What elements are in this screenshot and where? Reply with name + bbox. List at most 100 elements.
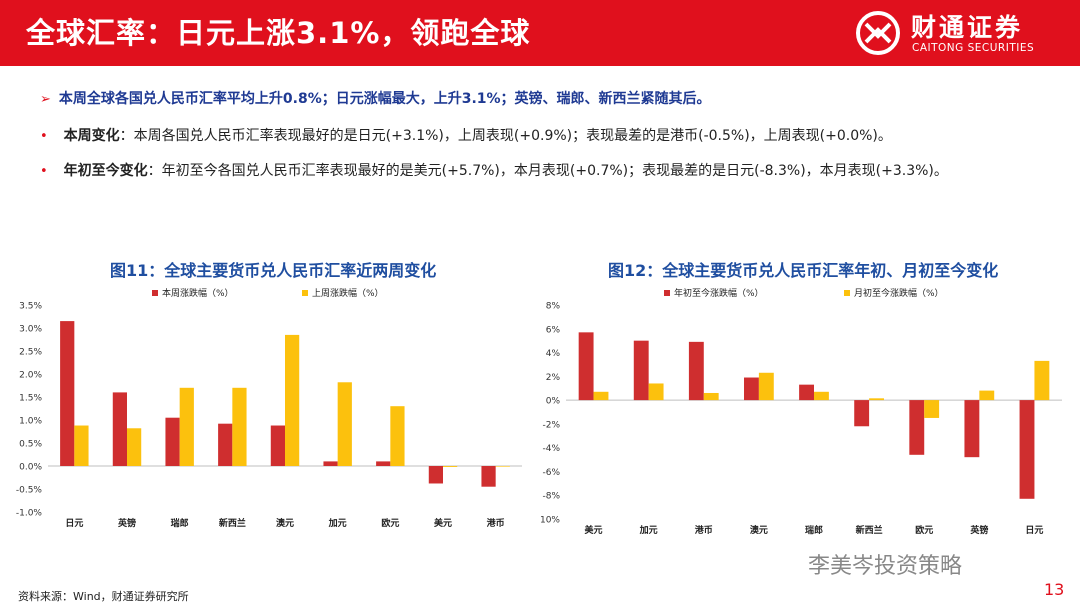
bar-series2 [127,428,142,466]
bar-series1 [909,400,925,455]
bar-series1 [854,400,870,427]
chart1-title: 图11：全球主要货币兑人民币汇率近两周变化 [110,261,437,280]
source-note: 资料来源：Wind，财通证券研究所 [18,590,189,603]
logo-text-cn: 财通证券 [911,13,1024,42]
x-tick-label: 加元 [328,517,347,529]
legend-label: 本周涨跌幅（%） [162,287,234,299]
y-tick-label: 3.5% [19,302,42,312]
bar-series1 [218,423,233,466]
bar-series2 [703,392,719,401]
company-logo: 财通证券 CAITONG SECURITIES [855,6,1065,62]
x-tick-label: 新西兰 [219,517,246,529]
bar-series2 [924,400,940,418]
legend-label: 月初至今涨跌幅（%） [854,287,944,299]
x-tick-label: 瑞郎 [171,517,189,529]
bar-series2 [648,383,664,401]
chart2-ytd-mtd-change: -10% -8% -6% -4% -2% 0% 2% 4% 6% 8% 美元 加元 港币 澳元 瑞郎 新西兰 欧… [540,287,1062,536]
y-tick-label: -4% [542,444,560,454]
x-tick-label: 新西兰 [856,524,883,536]
bar-series1 [376,461,391,466]
legend-swatch [844,290,850,296]
logo-text-en: CAITONG SECURITIES [912,42,1035,54]
dot-bullet-icon: • [40,129,48,144]
bar-series2 [390,406,405,466]
legend-swatch [302,290,308,296]
weekly-bullet: • 本周变化：本周各国兑人民币汇率表现最好的是日元(+3.1%)，上周表现(+0.… [40,125,892,145]
y-tick-label: -8% [542,492,560,502]
x-tick-label: 美元 [434,517,452,529]
ytd-bullet: • 年初至今变化：年初至今各国兑人民币汇率表现最好的是美元(+5.7%)，本月表现… [40,160,948,180]
y-tick-label: 8% [546,302,561,312]
bar-series1 [165,417,180,466]
bar-series2 [443,466,458,467]
bar-series2 [758,372,774,401]
chart1-weekly-change: -1.0% -0.5% 0.0% 0.5% 1.0% 1.5% 2.0% 2.5% 3.0% 3.… [16,287,522,529]
bar-series1 [744,377,759,401]
x-tick-label: 澳元 [276,517,294,529]
y-tick-label: 6% [546,325,561,335]
dot-bullet-icon: • [40,164,48,179]
x-tick-label: 美元 [585,524,603,536]
bar-series2 [1034,360,1050,401]
bar-series1 [428,466,443,484]
bar-series1 [60,321,75,466]
bar-series1 [112,392,127,466]
bar-series1 [1019,400,1035,499]
page-title: 全球汇率：日元上涨3.1%，领跑全球 [26,16,531,50]
bar-series1 [633,340,649,401]
y-tick-label: 2% [546,373,561,383]
bar-series2 [232,387,247,466]
bar-series1 [799,384,814,401]
y-tick-label: 2.0% [19,371,42,381]
y-tick-label: -0.5% [16,486,43,496]
bar-series2 [814,391,829,401]
x-tick-label: 港币 [487,517,505,529]
ytd-label: 年初至今变化 [63,163,148,179]
y-tick-label: 0.5% [19,440,42,450]
y-tick-label: -10% [540,516,560,526]
bar-series1 [323,461,338,466]
bar-series2 [979,390,995,401]
bar-series2 [495,466,510,467]
y-tick-label: 1.0% [19,417,42,427]
x-tick-label: 瑞郎 [805,524,823,536]
y-tick-label: 2.5% [19,348,42,358]
x-tick-label: 英镑 [969,524,988,536]
y-tick-label: 4% [546,349,561,359]
y-tick-label: -1.0% [16,509,43,519]
bar-series2 [285,334,300,466]
y-tick-label: 3.0% [19,325,42,335]
header-bar: 全球汇率：日元上涨3.1%，领跑全球 财通证券 CAITONG SECURITI… [0,0,1080,66]
bar-series1 [964,400,980,458]
y-tick-label: -2% [542,420,560,430]
y-tick-label: 0.0% [19,463,42,473]
y-tick-label: -6% [542,468,560,478]
x-tick-label: 港币 [695,524,713,536]
bar-series2 [179,387,194,466]
weekly-text: ：本周各国兑人民币汇率表现最好的是日元(+3.1%)，上周表现(+0.9%)；表… [119,128,892,144]
x-tick-label: 日元 [1025,525,1043,536]
x-tick-label: 欧元 [381,517,399,529]
x-tick-label: 日元 [65,518,83,529]
wechat-watermark: 李美岑投资策略 [808,554,963,579]
logo-emblem-icon [856,11,900,55]
x-tick-label: 英镑 [117,517,136,529]
arrow-bullet-icon: ➢ [40,92,51,107]
y-tick-label: 0% [546,397,561,407]
weekly-label: 本周变化 [63,128,120,144]
chart2-title: 图12：全球主要货币兑人民币汇率年初、月初至今变化 [608,261,999,280]
x-tick-label: 加元 [639,524,658,536]
bar-series2 [593,391,609,401]
bar-series1 [578,332,594,401]
page-number: 13 [1044,580,1065,599]
x-tick-label: 欧元 [915,524,933,536]
bar-series2 [869,398,884,401]
summary-text: 本周全球各国兑人民币汇率平均上升0.8%；日元涨幅最大，上升3.1%；英镑、瑞郎… [58,91,711,107]
y-tick-label: 1.5% [19,394,42,404]
x-tick-label: 澳元 [750,524,768,536]
bar-series2 [74,425,89,466]
summary-bullet: ➢ 本周全球各国兑人民币汇率平均上升0.8%；日元涨幅最大，上升3.1%；英镑、瑞… [40,88,711,108]
bar-series1 [688,341,704,401]
bar-series1 [270,425,285,466]
bar-series2 [337,382,352,466]
